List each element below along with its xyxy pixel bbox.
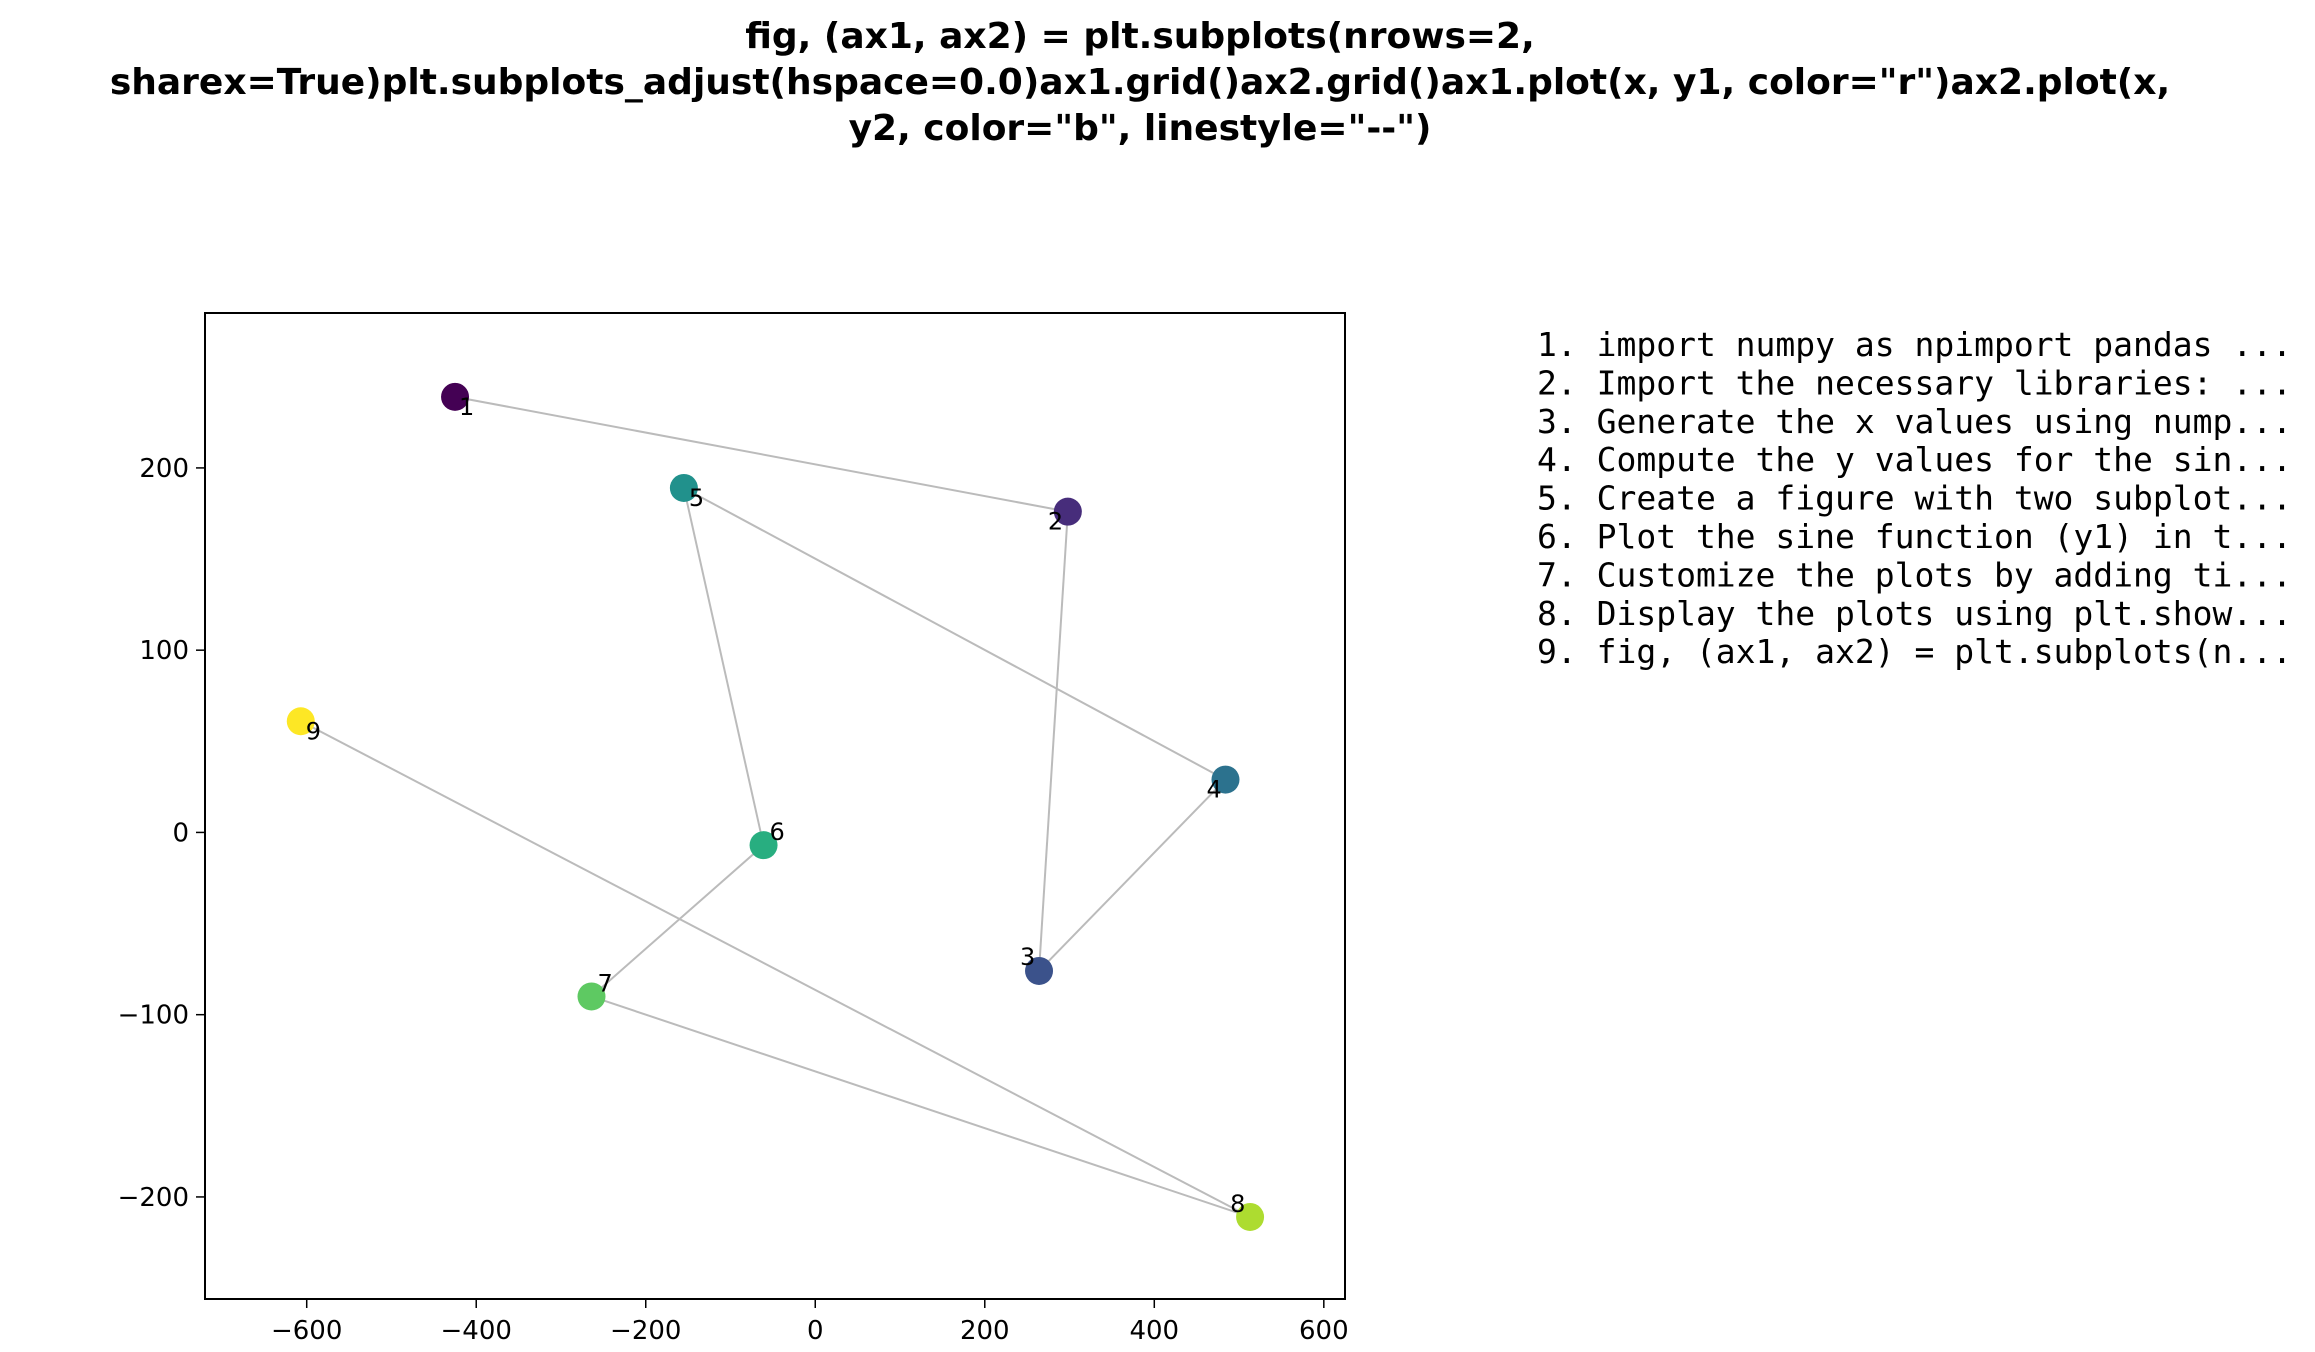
legend-item: 6. Plot the sine function (y1) in t... [1537, 517, 2292, 556]
scatter-point [1236, 1202, 1265, 1231]
scatter-point [1053, 497, 1082, 526]
point-label: 7 [597, 969, 612, 997]
y-axis-ticks: −200 −100 0 100 200 [118, 454, 205, 1213]
scatter-point [441, 382, 470, 411]
connector-line [683, 487, 1226, 781]
point-labels: 1 2 3 4 5 6 7 8 9 [306, 393, 1246, 1218]
axes-frame [204, 312, 1346, 1300]
figure-title: fig, (ax1, ax2) = plt.subplots(nrows=2, … [110, 16, 2170, 149]
scatter-point [1211, 765, 1240, 794]
point-label: 1 [459, 393, 474, 421]
point-label: 3 [1020, 943, 1035, 971]
connector-line [591, 995, 1251, 1218]
x-axis-ticks: −600 −400 −200 0 200 400 600 [271, 1299, 1349, 1346]
connector-lines [300, 395, 1251, 1218]
scatter-markers [286, 382, 1265, 1231]
legend-item: 1. import numpy as npimport pandas ... [1537, 325, 2292, 364]
point-label: 2 [1048, 508, 1063, 536]
point-label: 4 [1206, 776, 1221, 804]
x-tick-label: 400 [1129, 1316, 1179, 1346]
connector-line [454, 395, 1069, 513]
scatter-point [286, 707, 315, 736]
connector-line [300, 720, 1251, 1218]
connector-line [1038, 778, 1227, 972]
legend: 1. import numpy as npimport pandas ...2.… [1537, 325, 2292, 671]
legend-item: 4. Compute the y values for the sin... [1537, 440, 2292, 479]
scatter-point [669, 473, 698, 502]
y-tick-label: −200 [118, 1183, 189, 1213]
x-tick-label: 0 [807, 1316, 824, 1346]
x-tick-label: 600 [1299, 1316, 1349, 1346]
legend-item: 8. Display the plots using plt.show... [1537, 594, 2292, 633]
x-tick-label: 200 [960, 1316, 1010, 1346]
scatter-point [749, 831, 778, 860]
title-line-1: fig, (ax1, ax2) = plt.subplots(nrows=2, [745, 16, 1535, 57]
connector-line [1038, 511, 1069, 972]
point-label: 6 [770, 818, 785, 846]
point-label: 9 [306, 717, 321, 745]
point-label: 5 [689, 484, 704, 512]
x-tick-label: −200 [610, 1316, 681, 1346]
title-line-3: y2, color="b", linestyle="--") [849, 108, 1432, 149]
legend-item: 3. Generate the x values using nump... [1537, 402, 2292, 441]
x-tick-label: −400 [441, 1316, 512, 1346]
scatter-point [1025, 956, 1054, 985]
legend-item: 9. fig, (ax1, ax2) = plt.subplots(n... [1537, 632, 2292, 671]
connector-line [590, 844, 765, 998]
connector-line [682, 487, 765, 846]
title-line-2: sharex=True)plt.subplots_adjust(hspace=0… [110, 62, 2170, 103]
y-tick-label: 0 [172, 818, 189, 848]
y-tick-label: −100 [118, 1001, 189, 1031]
y-tick-label: 100 [139, 636, 189, 666]
scatter-point [577, 982, 606, 1011]
point-label: 8 [1230, 1190, 1245, 1218]
y-tick-label: 200 [139, 454, 189, 484]
x-tick-label: −600 [271, 1316, 342, 1346]
legend-item: 2. Import the necessary libraries: ... [1537, 363, 2292, 402]
legend-item: 5. Create a figure with two subplot... [1537, 479, 2292, 518]
legend-item: 7. Customize the plots by adding ti... [1537, 555, 2292, 594]
plot-area: −600 −400 −200 0 200 400 600 −200 −100 0 100 200 1… [118, 312, 1349, 1346]
